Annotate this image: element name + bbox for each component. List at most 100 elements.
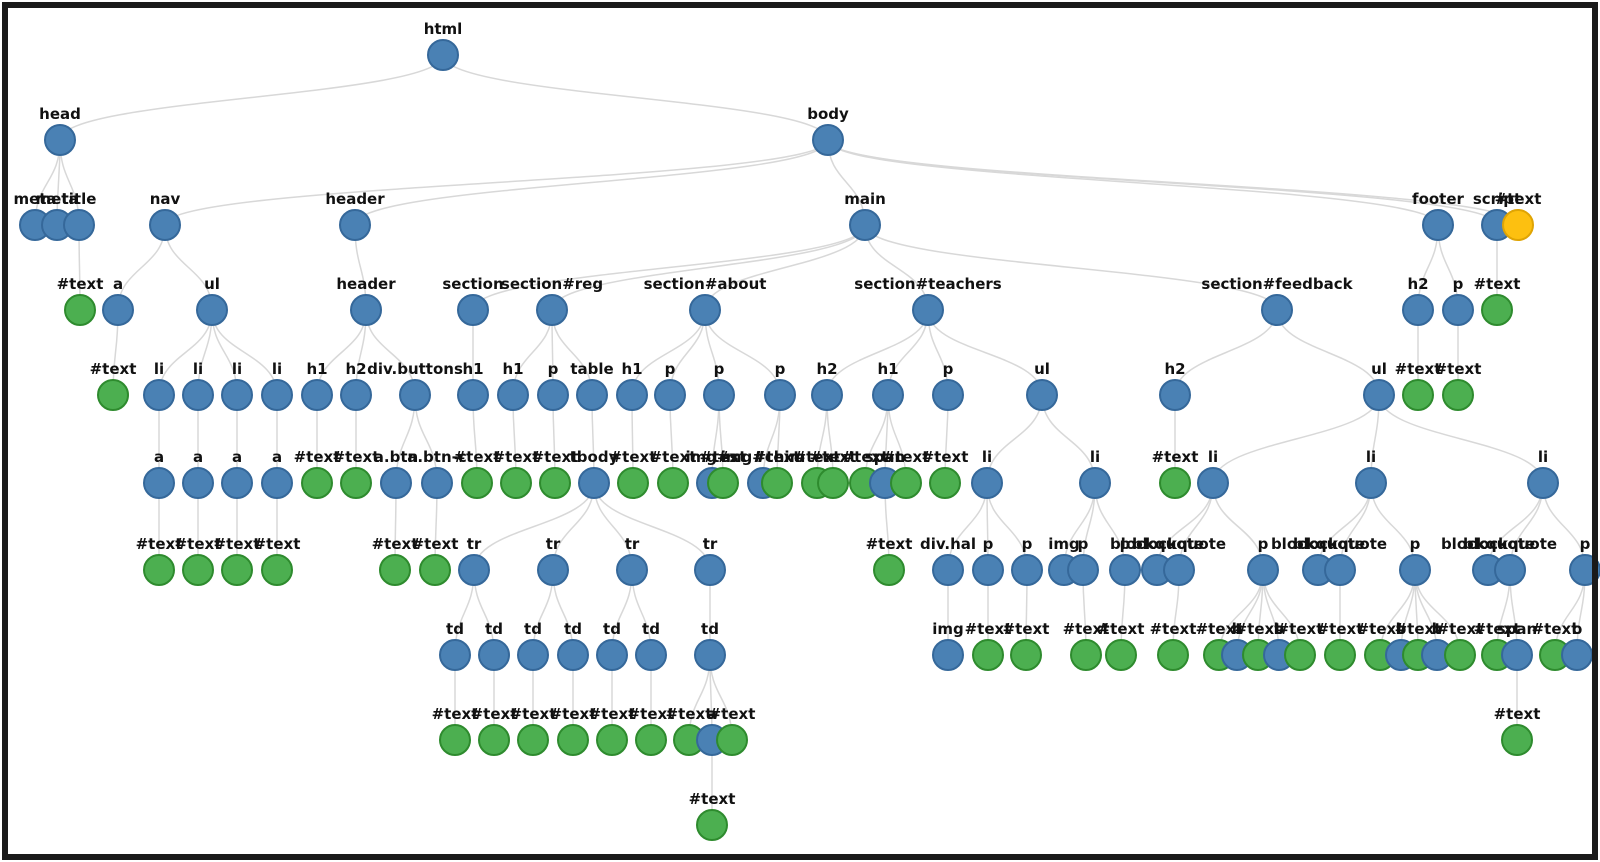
- tree-node-text-140[interactable]: [716, 724, 748, 756]
- tree-node-h1-41[interactable]: [872, 379, 904, 411]
- tree-node-text-121[interactable]: [1284, 639, 1316, 671]
- tree-node-text-113[interactable]: [1010, 639, 1042, 671]
- tree-node-li-25[interactable]: [143, 379, 175, 411]
- tree-node-h1-36[interactable]: [616, 379, 648, 411]
- tree-node-p-22[interactable]: [1442, 294, 1474, 326]
- tree-node-header-7[interactable]: [339, 209, 371, 241]
- tree-node-span-129[interactable]: [1501, 639, 1533, 671]
- tree-node-tbody-59[interactable]: [578, 467, 610, 499]
- tree-node-a-51[interactable]: [261, 467, 293, 499]
- tree-node-p-90[interactable]: [972, 554, 1004, 586]
- tree-node-header-15[interactable]: [350, 294, 382, 326]
- tree-node-blockquote-99[interactable]: [1324, 554, 1356, 586]
- tree-node-text-11[interactable]: [1502, 209, 1534, 241]
- tree-node-h1-29[interactable]: [301, 379, 333, 411]
- tree-node-tr-85[interactable]: [537, 554, 569, 586]
- tree-node-body-2[interactable]: [812, 124, 844, 156]
- tree-node-title-5[interactable]: [63, 209, 95, 241]
- tree-node-text-24[interactable]: [97, 379, 129, 411]
- tree-node-text-70[interactable]: [890, 467, 922, 499]
- tree-node-blockquote-96[interactable]: [1163, 554, 1195, 586]
- tree-node-li-76[interactable]: [1355, 467, 1387, 499]
- tree-node-text-65[interactable]: [761, 467, 793, 499]
- tree-node-ul-14[interactable]: [196, 294, 228, 326]
- tree-node-text-58[interactable]: [539, 467, 571, 499]
- tree-node-td-105[interactable]: [478, 639, 510, 671]
- tree-node-section-16[interactable]: [457, 294, 489, 326]
- tree-node-blockquote-102[interactable]: [1494, 554, 1526, 586]
- tree-node-text-71[interactable]: [929, 467, 961, 499]
- tree-node-text-135[interactable]: [557, 724, 589, 756]
- tree-node-a-49[interactable]: [182, 467, 214, 499]
- tree-node-img-111[interactable]: [932, 639, 964, 671]
- tree-node-a.btn-54[interactable]: [380, 467, 412, 499]
- tree-node-tr-84[interactable]: [458, 554, 490, 586]
- tree-node-nav-6[interactable]: [149, 209, 181, 241]
- tree-node-text-52[interactable]: [301, 467, 333, 499]
- tree-node-li-72[interactable]: [971, 467, 1003, 499]
- tree-node-td-106[interactable]: [517, 639, 549, 671]
- tree-node-td-104[interactable]: [439, 639, 471, 671]
- tree-node-text-132[interactable]: [439, 724, 471, 756]
- tree-node-text-74[interactable]: [1159, 467, 1191, 499]
- tree-node-text-81[interactable]: [261, 554, 293, 586]
- tree-node-text-141[interactable]: [1501, 724, 1533, 756]
- tree-node-h1-33[interactable]: [497, 379, 529, 411]
- tree-node-head-1[interactable]: [44, 124, 76, 156]
- tree-node-p-34[interactable]: [537, 379, 569, 411]
- tree-node-table-35[interactable]: [576, 379, 608, 411]
- tree-node-text-88[interactable]: [873, 554, 905, 586]
- tree-node-html-0[interactable]: [427, 39, 459, 71]
- tree-node-text-136[interactable]: [596, 724, 628, 756]
- tree-node-td-108[interactable]: [596, 639, 628, 671]
- tree-node-b-131[interactable]: [1561, 639, 1593, 671]
- tree-node-p-38[interactable]: [703, 379, 735, 411]
- tree-node-a-13[interactable]: [102, 294, 134, 326]
- tree-node-text-116[interactable]: [1157, 639, 1189, 671]
- tree-node-text-47[interactable]: [1442, 379, 1474, 411]
- tree-node-text-133[interactable]: [478, 724, 510, 756]
- tree-node-p-94[interactable]: [1109, 554, 1141, 586]
- tree-node-text-112[interactable]: [972, 639, 1004, 671]
- tree-node-text-60[interactable]: [617, 467, 649, 499]
- tree-node-text-115[interactable]: [1105, 639, 1137, 671]
- tree-node-text-137[interactable]: [635, 724, 667, 756]
- tree-node-text-79[interactable]: [182, 554, 214, 586]
- tree-node-text-134[interactable]: [517, 724, 549, 756]
- tree-node-h2-40[interactable]: [811, 379, 843, 411]
- tree-node-text-67[interactable]: [817, 467, 849, 499]
- tree-node-li-75[interactable]: [1197, 467, 1229, 499]
- tree-node-p-91[interactable]: [1011, 554, 1043, 586]
- tree-node-text-61[interactable]: [657, 467, 689, 499]
- tree-node-p-97[interactable]: [1247, 554, 1279, 586]
- tree-node-tr-86[interactable]: [616, 554, 648, 586]
- tree-node-text-63[interactable]: [707, 467, 739, 499]
- tree-node-main-8[interactable]: [849, 209, 881, 241]
- tree-node-text-82[interactable]: [379, 554, 411, 586]
- tree-node-td-107[interactable]: [557, 639, 589, 671]
- tree-node-p-93[interactable]: [1067, 554, 1099, 586]
- tree-node-a-50[interactable]: [221, 467, 253, 499]
- tree-node-li-26[interactable]: [182, 379, 214, 411]
- tree-node-sectionabout-18[interactable]: [689, 294, 721, 326]
- tree-node-text-122[interactable]: [1324, 639, 1356, 671]
- tree-node-li-77[interactable]: [1527, 467, 1559, 499]
- tree-node-text-80[interactable]: [221, 554, 253, 586]
- tree-node-text-46[interactable]: [1402, 379, 1434, 411]
- tree-node-td-109[interactable]: [635, 639, 667, 671]
- tree-node-div.hal-89[interactable]: [932, 554, 964, 586]
- tree-node-p-100[interactable]: [1399, 554, 1431, 586]
- tree-node-h2-21[interactable]: [1402, 294, 1434, 326]
- tree-node-h1-32[interactable]: [457, 379, 489, 411]
- tree-node-p-39[interactable]: [764, 379, 796, 411]
- tree-node-div.buttons-31[interactable]: [399, 379, 431, 411]
- tree-node-tr-87[interactable]: [694, 554, 726, 586]
- tree-node-li-73[interactable]: [1079, 467, 1111, 499]
- tree-node-a-48[interactable]: [143, 467, 175, 499]
- tree-node-text-57[interactable]: [500, 467, 532, 499]
- tree-node-footer-9[interactable]: [1422, 209, 1454, 241]
- tree-node-li-28[interactable]: [261, 379, 293, 411]
- tree-node-li-27[interactable]: [221, 379, 253, 411]
- tree-node-p-37[interactable]: [654, 379, 686, 411]
- tree-node-sectionreg-17[interactable]: [536, 294, 568, 326]
